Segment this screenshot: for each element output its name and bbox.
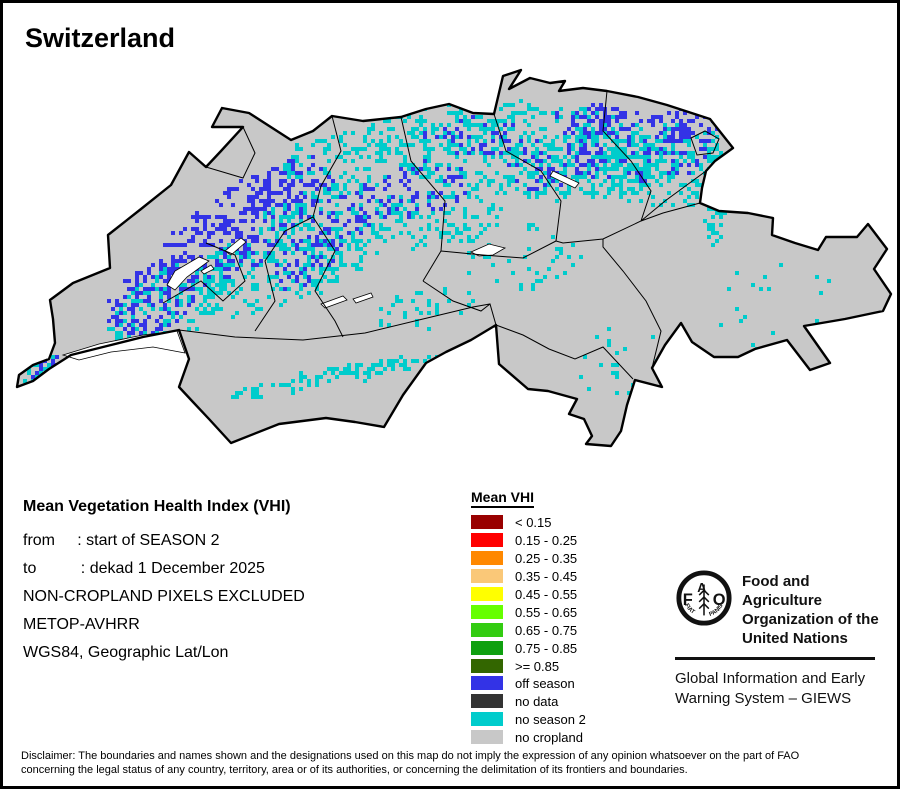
- legend-item-row: >= 0.85: [471, 657, 577, 675]
- giews-line: Global Information and Early: [675, 669, 866, 687]
- legend-item-row: 0.15 - 0.25: [471, 531, 577, 549]
- legend-item-label: 0.55 - 0.65: [515, 604, 578, 620]
- legend-item-label: off season: [515, 675, 575, 691]
- legend-color-swatch: [471, 551, 503, 565]
- legend-color-swatch: [471, 712, 503, 726]
- lake-murten: [200, 264, 215, 275]
- metadata-line-sensor: METOP-AVHRR: [23, 616, 140, 633]
- switzerland-map: [15, 68, 893, 448]
- fao-org-line: Organization of the: [742, 611, 879, 628]
- legend-item-row: no cropland: [471, 728, 586, 746]
- page-title: Switzerland: [25, 23, 176, 53]
- disclaimer-line-2: concerning the legal status of any count…: [21, 764, 688, 776]
- legend-color-swatch: [471, 533, 503, 547]
- legend-color-swatch: [471, 623, 503, 637]
- legend-item-label: no season 2: [515, 711, 586, 727]
- metadata-line-to: to : dekad 1 December 2025: [23, 560, 265, 577]
- legend-item-row: no season 2: [471, 710, 586, 728]
- legend-item-row: 0.55 - 0.65: [471, 603, 577, 621]
- legend-item-row: 0.25 - 0.35: [471, 549, 577, 567]
- map-metadata: Mean Vegetation Health Index (VHI) from …: [23, 498, 305, 667]
- status-legend: off season no data no season 2 no cropland: [471, 674, 586, 746]
- legend-item-row: 0.45 - 0.55: [471, 585, 577, 603]
- legend-item-label: 0.65 - 0.75: [515, 622, 578, 638]
- lake-neuchatel: [166, 256, 210, 291]
- lake-zurich: [549, 170, 580, 189]
- legend-color-swatch: [471, 605, 503, 619]
- legend-item-label: < 0.15: [515, 514, 552, 530]
- metadata-heading: Mean Vegetation Health Index (VHI): [23, 498, 291, 515]
- fao-separator: [675, 657, 875, 660]
- lake-lucerne: [470, 243, 507, 257]
- fao-logo-letter-o: O: [713, 591, 726, 609]
- legend-item-row: 0.65 - 0.75: [471, 621, 577, 639]
- legend-item-label: no cropland: [515, 729, 583, 745]
- vhi-pixel-raster: [23, 99, 831, 399]
- legend-color-swatch: [471, 569, 503, 583]
- fao-wheat-glyph: [698, 584, 710, 616]
- legend-item-label: 0.35 - 0.45: [515, 568, 578, 584]
- legend-item-row: 0.75 - 0.85: [471, 639, 577, 657]
- legend-item-label: 0.45 - 0.55: [515, 586, 578, 602]
- vhi-legend-rows: < 0.15 0.15 - 0.25 0.25 - 0.35 0.35 - 0.45 0…: [471, 513, 577, 675]
- giews-name: Global Information and Early Warning Sys…: [675, 669, 890, 709]
- disclaimer-text: Disclaimer: The boundaries and names sho…: [21, 749, 889, 777]
- legend-item-row: 0.35 - 0.45: [471, 567, 577, 585]
- legend-color-swatch: [471, 641, 503, 655]
- legend-color-swatch: [471, 659, 503, 673]
- giews-line: Warning System – GIEWS: [675, 689, 852, 707]
- legend-item-row: off season: [471, 674, 586, 692]
- legend-item-row: no data: [471, 692, 586, 710]
- status-legend-rows: off season no data no season 2 no cropland: [471, 674, 586, 746]
- fao-attribution: F A O FIAT PANIS Food and Agriculture Or…: [675, 569, 890, 709]
- legend-item-label: 0.25 - 0.35: [515, 550, 578, 566]
- fao-logo-letter-a: A: [697, 581, 706, 595]
- legend-color-swatch: [471, 587, 503, 601]
- legend-item-row: < 0.15: [471, 513, 577, 531]
- canton-borders: [162, 90, 720, 380]
- metadata-line-projection: WGS84, Geographic Lat/Lon: [23, 644, 229, 661]
- lake-geneva: [61, 330, 186, 361]
- legend-color-swatch: [471, 676, 503, 690]
- legend-color-swatch: [471, 694, 503, 708]
- legend-item-label: >= 0.85: [515, 658, 560, 674]
- lake-brienz: [352, 292, 374, 304]
- vhi-legend: Mean VHI < 0.15 0.15 - 0.25 0.25 - 0.35 0.3…: [471, 489, 577, 675]
- fao-org-line: United Nations: [742, 630, 848, 647]
- legend-item-label: 0.75 - 0.85: [515, 640, 578, 656]
- legend-color-swatch: [471, 730, 503, 744]
- legend-item-label: 0.15 - 0.25: [515, 532, 578, 548]
- fao-logo-icon: F A O FIAT PANIS: [676, 570, 732, 626]
- lake-biel: [224, 237, 247, 256]
- country-fill: [17, 70, 891, 446]
- metadata-line-noncropland: NON-CROPLAND PIXELS EXCLUDED: [23, 588, 305, 605]
- fao-org-line: Food and Agriculture: [742, 573, 823, 609]
- fao-logo-letter-f: F: [683, 591, 693, 609]
- fao-header: F A O FIAT PANIS Food and Agriculture Or…: [675, 569, 890, 648]
- disclaimer-line-1: Disclaimer: The boundaries and names sho…: [21, 750, 800, 762]
- metadata-line-from: from : start of SEASON 2: [23, 532, 220, 549]
- country-border: [15, 68, 893, 448]
- legend-item-label: no data: [515, 693, 559, 709]
- lakes: [61, 170, 580, 361]
- vhi-legend-title: Mean VHI: [471, 489, 535, 508]
- fao-org-name: Food and Agriculture Organization of the…: [742, 569, 890, 648]
- lake-thun: [320, 295, 348, 309]
- legend-color-swatch: [471, 515, 503, 529]
